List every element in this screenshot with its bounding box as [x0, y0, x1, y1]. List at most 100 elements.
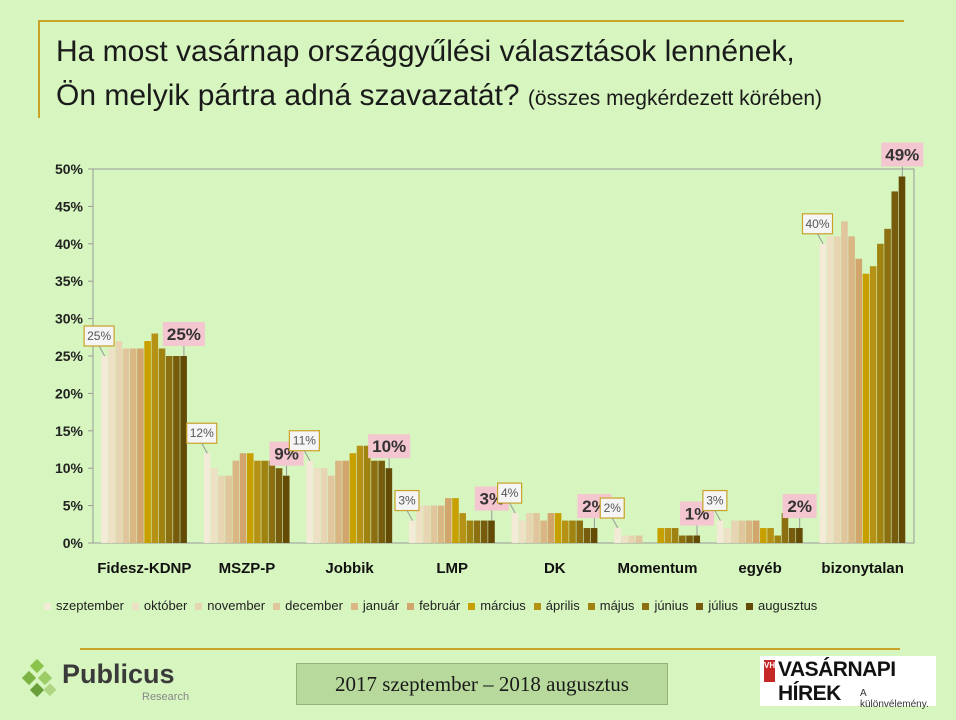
bar-július — [378, 460, 385, 543]
legend-item-november: november — [195, 598, 265, 613]
footer-rule — [80, 648, 900, 650]
legend-swatch — [195, 603, 203, 611]
bar-szeptember — [716, 520, 724, 543]
legend-swatch — [131, 603, 139, 611]
bar-július — [583, 528, 591, 543]
bar-április — [459, 513, 466, 543]
bar-június — [165, 356, 173, 543]
legend-label: február — [419, 598, 461, 613]
bar-október — [826, 236, 834, 543]
last-month-value-label: 49% — [885, 145, 919, 164]
legend-label: április — [545, 598, 580, 613]
bar-május — [671, 528, 679, 543]
bar-február — [547, 513, 555, 543]
publicus-logo-mark-icon — [22, 659, 57, 698]
y-tick-label: 40% — [55, 236, 84, 252]
publicus-logo: Publicus Research — [22, 655, 192, 709]
legend-swatch — [746, 603, 754, 611]
bar-július — [480, 520, 488, 543]
legend-swatch — [587, 603, 595, 611]
bar-október — [210, 468, 218, 543]
bar-október — [416, 505, 423, 543]
bar-július — [173, 356, 180, 543]
bar-december — [327, 475, 335, 543]
legend-item-május: május — [587, 598, 634, 613]
chart-legend: szeptember október november december január f… — [44, 598, 924, 613]
last-month-value-label: 25% — [167, 325, 201, 344]
legend-swatch — [273, 603, 281, 611]
bar-augusztus — [590, 528, 598, 543]
bar-november — [731, 520, 738, 543]
chart-title: Ha most vasárnap országgyűlési választás… — [56, 30, 936, 121]
first-month-label-leader — [406, 510, 414, 521]
bar-chart: 0%5%10%15%20%25%30%35%40%45%50%Fidesz-KD… — [55, 142, 924, 577]
first-month-value-label: 2% — [604, 501, 622, 515]
bar-december — [430, 505, 438, 543]
bar-augusztus — [488, 520, 495, 543]
bar-október — [621, 535, 629, 543]
bar-december — [533, 513, 540, 543]
bar-április — [664, 528, 672, 543]
legend-label: december — [285, 598, 343, 613]
bar-október — [108, 348, 115, 543]
bar-augusztus — [180, 356, 187, 543]
bar-október — [724, 528, 731, 543]
first-month-value-label: 3% — [398, 494, 416, 508]
first-month-label-leader — [98, 345, 106, 357]
first-month-value-label: 12% — [190, 426, 214, 440]
first-month-label-leader — [611, 517, 619, 529]
legend-swatch — [44, 603, 51, 611]
bar-március — [657, 528, 665, 543]
bar-október — [518, 520, 526, 543]
bar-szeptember — [101, 356, 108, 543]
bar-március — [349, 453, 357, 543]
legend-item-szeptember: szeptember — [44, 598, 124, 613]
bar-november — [628, 535, 636, 543]
bar-június — [473, 520, 481, 543]
bar-május — [363, 445, 371, 543]
bar-február — [342, 460, 349, 543]
bar-június — [679, 535, 686, 543]
x-category-label: Jobbik — [325, 560, 374, 577]
title-frame-left-rule — [38, 20, 40, 118]
legend-swatch — [350, 603, 358, 611]
bar-április — [869, 266, 877, 543]
bar-március — [144, 341, 151, 543]
bar-április — [356, 445, 364, 543]
bar-december — [122, 348, 130, 543]
bar-január — [745, 520, 753, 543]
bar-április — [254, 460, 261, 543]
first-month-value-label: 40% — [805, 217, 829, 231]
bar-április — [151, 333, 159, 543]
bar-szeptember — [203, 453, 211, 543]
bar-február — [752, 520, 760, 543]
bar-január — [335, 460, 342, 543]
bar-december — [738, 520, 746, 543]
bar-november — [218, 475, 225, 543]
bar-március — [246, 453, 254, 543]
x-category-label: DK — [544, 560, 566, 577]
bar-szeptember — [408, 520, 416, 543]
legend-item-január: január — [350, 598, 399, 613]
bar-október — [313, 468, 321, 543]
bar-január — [232, 460, 240, 543]
title-subtitle: (összes megkérdezett körében) — [527, 87, 823, 110]
bar-június — [576, 520, 584, 543]
bar-július — [788, 528, 796, 543]
legend-label: március — [480, 598, 526, 613]
bar-június — [268, 460, 276, 543]
bar-augusztus — [693, 535, 701, 543]
first-month-value-label: 11% — [293, 434, 316, 448]
y-tick-label: 0% — [63, 535, 84, 551]
legend-label: október — [143, 598, 188, 613]
x-category-label: MSZP-P — [219, 560, 276, 577]
bar-február — [855, 258, 863, 543]
bar-február — [444, 498, 452, 543]
bar-január — [129, 348, 137, 543]
x-category-label: LMP — [436, 560, 468, 577]
title-line-2: Ön melyik pártra adná szavazatát? — [56, 79, 520, 112]
vasarnapi-hirek-tagline: A különvélemény. — [860, 688, 929, 710]
y-tick-label: 35% — [55, 273, 84, 289]
legend-swatch — [407, 603, 415, 611]
bar-január — [848, 236, 855, 543]
